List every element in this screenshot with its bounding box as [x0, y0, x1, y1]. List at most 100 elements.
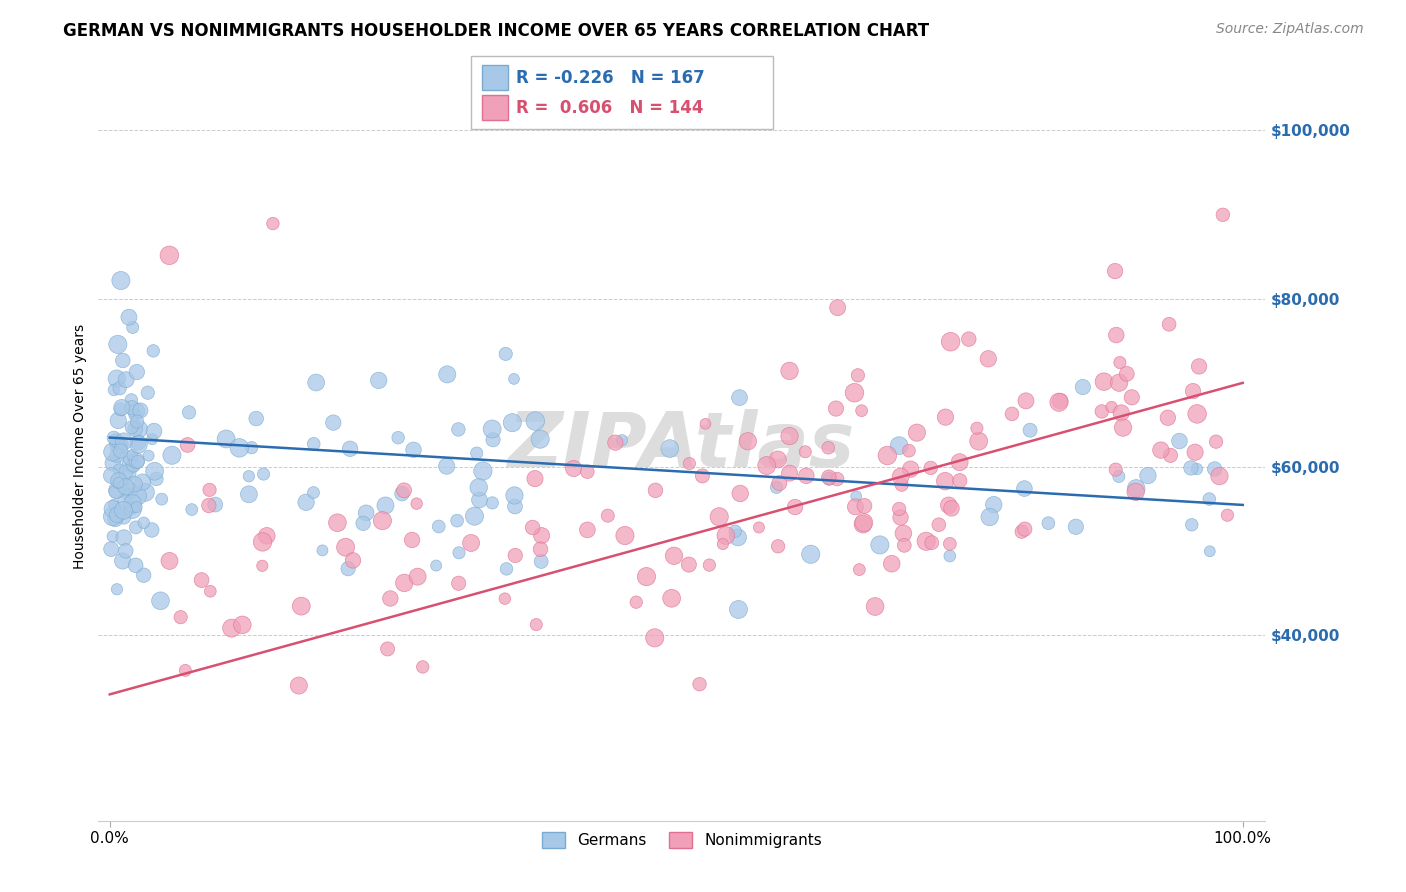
- Point: [1011, 524, 1033, 539]
- Point: [129, 403, 152, 417]
- Point: [880, 557, 903, 571]
- Point: [115, 373, 138, 387]
- Point: [118, 467, 141, 481]
- Point: [121, 496, 143, 510]
- Point: [107, 475, 129, 490]
- Point: [159, 554, 181, 568]
- Point: [1091, 404, 1114, 418]
- Point: [949, 455, 972, 469]
- Point: [737, 434, 759, 449]
- Point: [1212, 208, 1234, 222]
- Point: [125, 365, 148, 379]
- Point: [695, 417, 717, 431]
- Point: [100, 468, 122, 483]
- Point: [748, 520, 770, 534]
- Point: [817, 441, 839, 455]
- Point: [302, 437, 325, 451]
- Text: R =  0.606   N = 144: R = 0.606 N = 144: [516, 99, 703, 117]
- Point: [699, 558, 721, 573]
- Point: [1001, 407, 1024, 421]
- Point: [1015, 393, 1038, 408]
- Point: [890, 477, 912, 491]
- Point: [103, 431, 125, 445]
- Point: [613, 528, 636, 542]
- Point: [337, 562, 360, 576]
- Point: [644, 631, 666, 645]
- Point: [107, 413, 129, 427]
- Point: [529, 432, 551, 446]
- Point: [132, 568, 155, 582]
- Point: [783, 500, 806, 514]
- Point: [562, 461, 585, 475]
- Point: [112, 509, 135, 524]
- Point: [121, 420, 143, 434]
- Point: [495, 347, 517, 361]
- Point: [848, 563, 870, 577]
- Point: [367, 373, 389, 387]
- Point: [818, 470, 841, 484]
- Point: [1014, 522, 1036, 536]
- Point: [626, 595, 648, 609]
- Point: [1198, 491, 1220, 506]
- Point: [503, 372, 526, 386]
- Point: [1064, 520, 1087, 534]
- Point: [117, 488, 139, 502]
- Point: [1168, 434, 1191, 448]
- Point: [150, 492, 173, 507]
- Point: [127, 455, 149, 469]
- Point: [662, 549, 685, 563]
- Point: [1109, 355, 1132, 369]
- Point: [101, 529, 124, 543]
- Point: [252, 558, 274, 573]
- Point: [401, 533, 423, 547]
- Point: [141, 432, 163, 446]
- Point: [302, 485, 325, 500]
- Point: [1159, 317, 1181, 331]
- Point: [114, 494, 136, 508]
- Point: [131, 475, 153, 489]
- Point: [1205, 434, 1227, 449]
- Point: [1125, 482, 1147, 496]
- Point: [169, 610, 191, 624]
- Point: [326, 516, 349, 530]
- Point: [352, 516, 374, 531]
- Point: [124, 477, 146, 491]
- Point: [124, 422, 146, 436]
- Point: [1105, 328, 1128, 343]
- Point: [104, 484, 127, 499]
- Point: [176, 438, 198, 452]
- Point: [852, 516, 875, 530]
- Point: [689, 677, 711, 691]
- Point: [1185, 407, 1208, 421]
- Point: [198, 499, 221, 513]
- Point: [471, 464, 494, 478]
- Point: [112, 503, 135, 517]
- Point: [934, 410, 956, 425]
- Point: [863, 599, 886, 614]
- Point: [132, 516, 155, 530]
- Point: [120, 457, 142, 471]
- Point: [128, 437, 150, 451]
- Point: [107, 474, 129, 488]
- Point: [1092, 375, 1115, 389]
- Point: [766, 452, 789, 467]
- Point: [845, 489, 868, 503]
- Point: [387, 431, 409, 445]
- Point: [503, 500, 526, 514]
- Point: [530, 554, 553, 568]
- Point: [114, 480, 136, 494]
- Point: [231, 617, 253, 632]
- Point: [200, 584, 222, 599]
- Point: [111, 401, 134, 415]
- Point: [605, 435, 627, 450]
- Point: [447, 546, 470, 560]
- Point: [112, 531, 135, 545]
- Point: [198, 483, 221, 497]
- Point: [447, 576, 470, 591]
- Point: [576, 523, 599, 537]
- Point: [149, 594, 172, 608]
- Point: [105, 448, 128, 462]
- Point: [661, 591, 683, 606]
- Point: [125, 454, 148, 468]
- Point: [711, 537, 734, 551]
